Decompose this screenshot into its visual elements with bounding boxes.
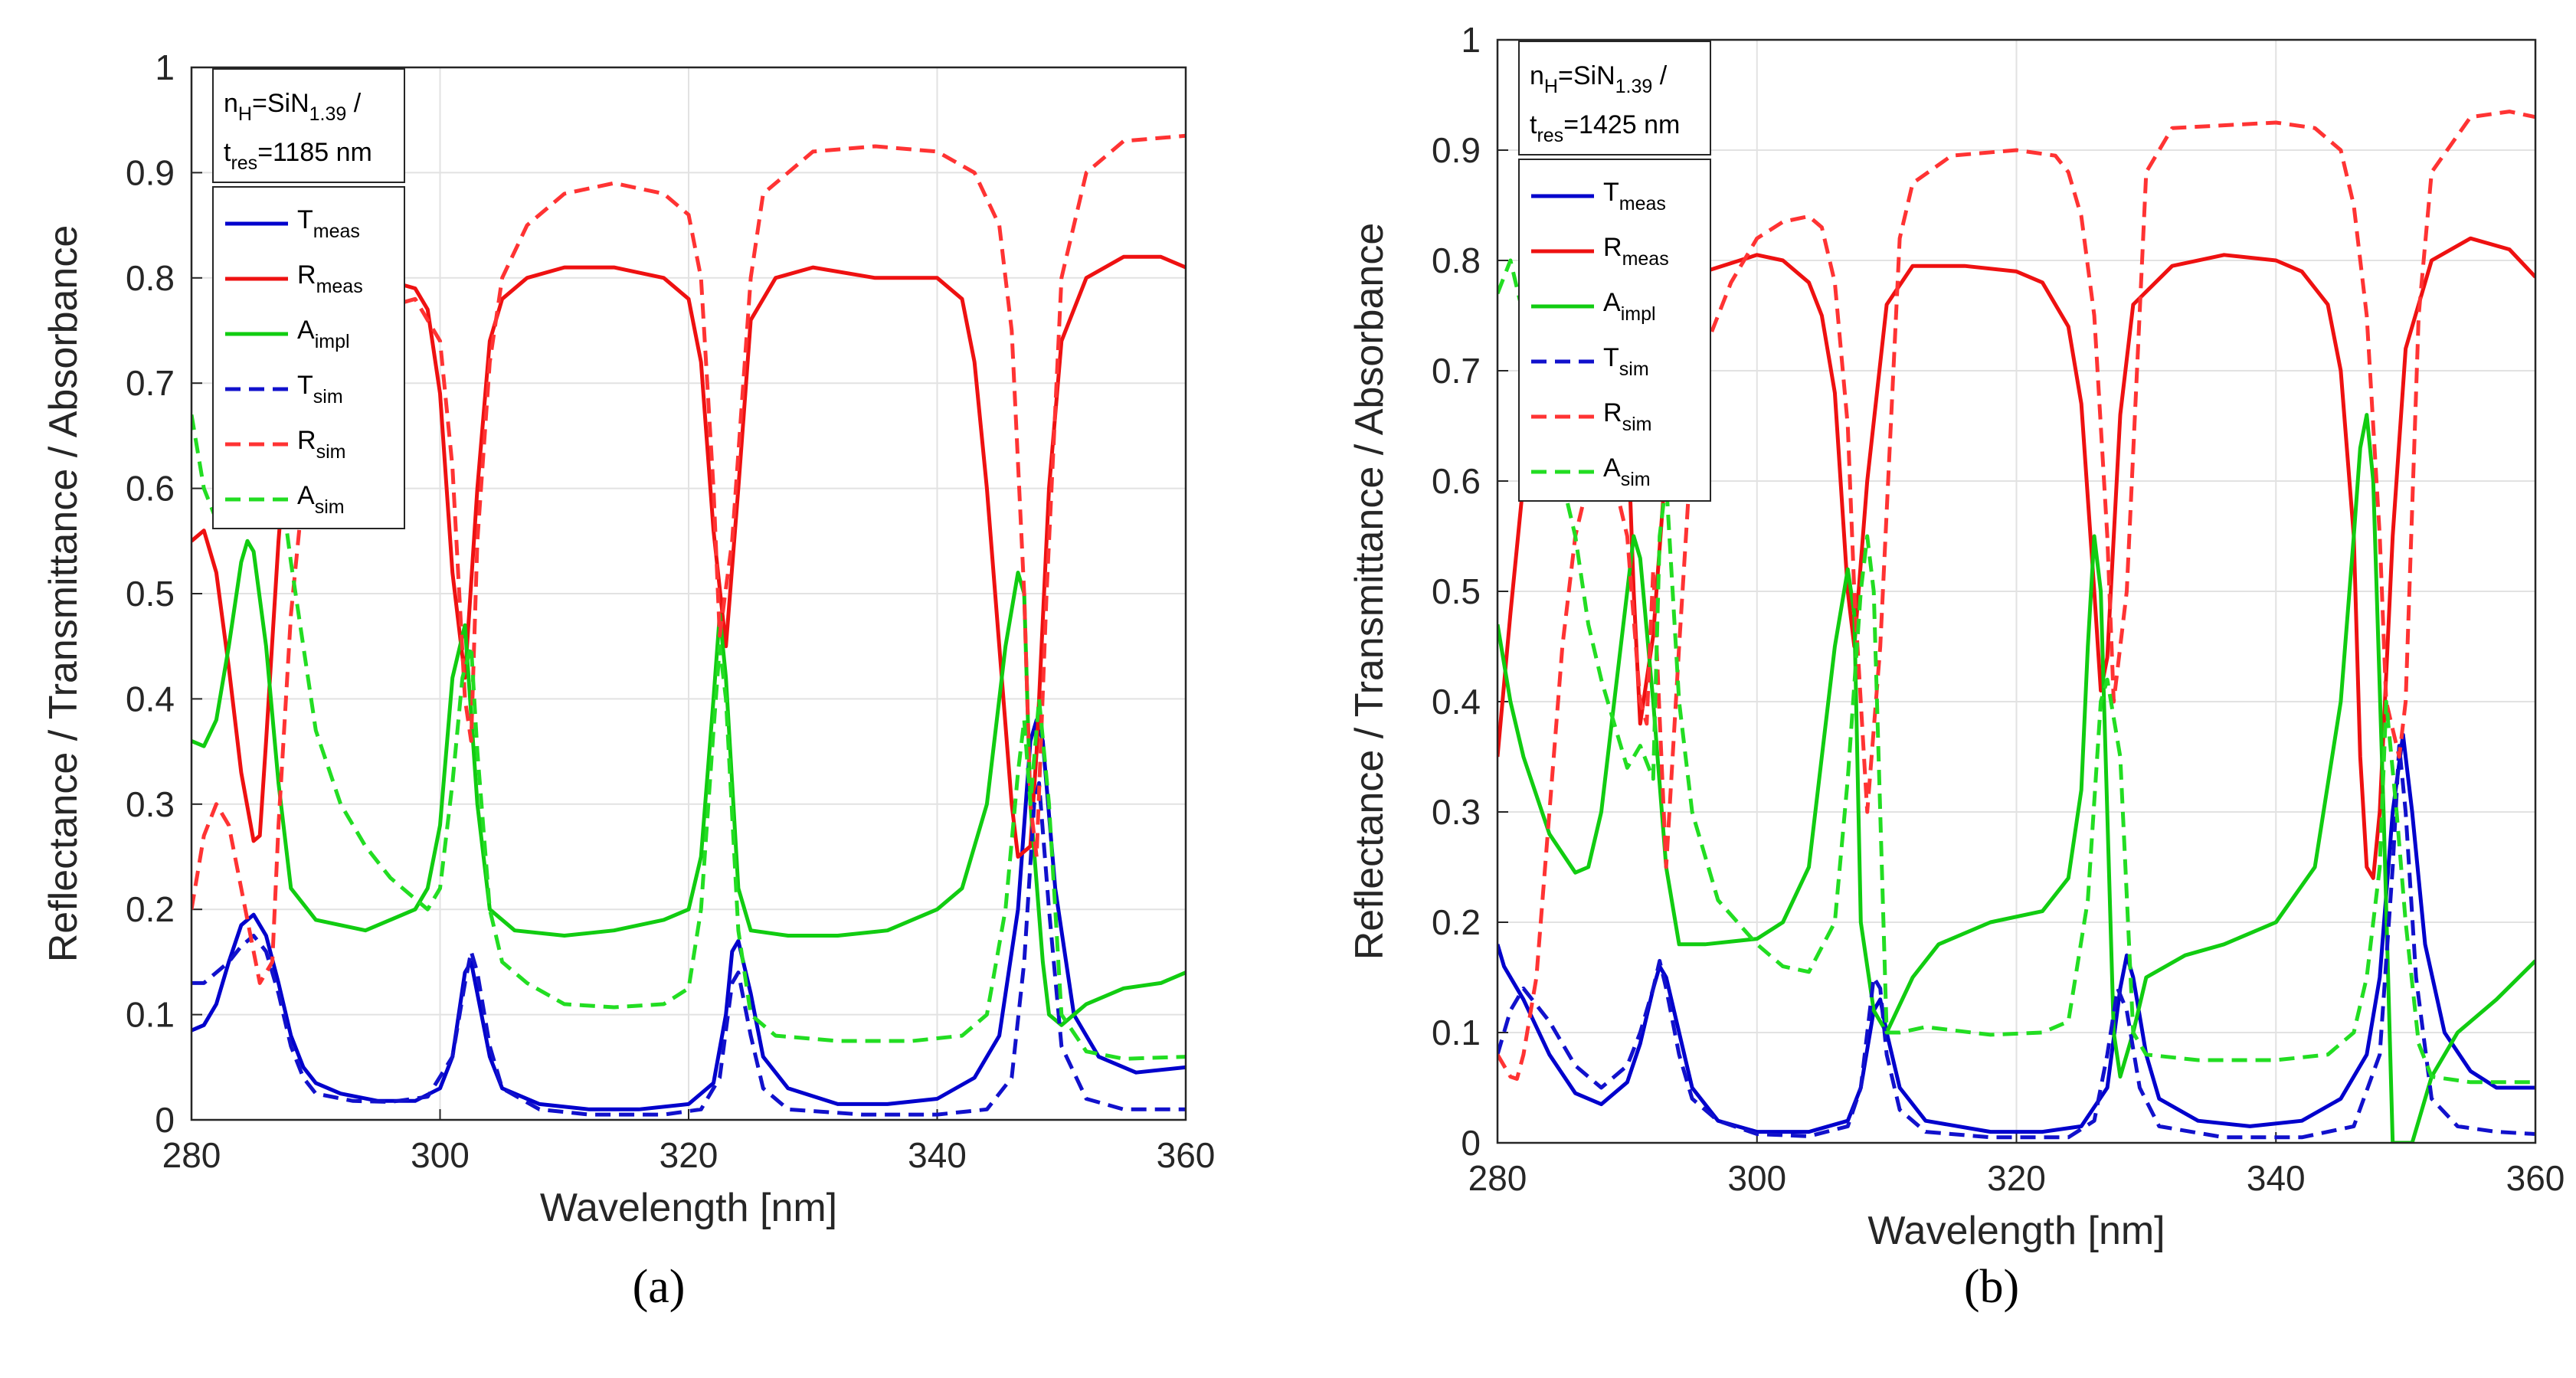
y-tick-label: 0.4	[126, 679, 175, 718]
legend-box	[1518, 159, 1711, 502]
series-line-r-sim	[191, 133, 1186, 985]
x-axis-label: Wavelength [nm]	[1867, 1209, 2165, 1253]
chart-panel-b: 280 300 320 340 360 0 0.1 0.2 0.3 0.4 0.5 0.6 0.7 0.8…	[1347, 20, 2565, 1253]
series-line-t-sim	[1497, 744, 2535, 1140]
legend-label-r-meas: Rmeas	[1603, 233, 1669, 270]
legend-label-t-meas: Tmeas	[297, 205, 360, 242]
y-tick-label: 0.8	[126, 258, 175, 298]
y-tick-label: 0.1	[1432, 1013, 1481, 1052]
panel-label-a: (a)	[633, 1261, 686, 1313]
legend-label-t-sim: Tsim	[1603, 343, 1649, 380]
legend-label-r-sim: Rsim	[297, 426, 345, 463]
series-line-t-meas	[191, 718, 1186, 1111]
y-tick-label: 0.2	[126, 889, 175, 929]
axes-box	[1496, 38, 2537, 1144]
legend-label-a-sim: Asim	[1603, 453, 1651, 490]
x-tick-label: 280	[162, 1135, 221, 1175]
y-tick-label: 1	[155, 47, 175, 87]
annotation-box	[212, 68, 405, 183]
annotation-line-2: tres=1185 nm	[224, 138, 372, 174]
y-tick-label: 0.8	[1432, 241, 1481, 280]
y-tick-label: 0.7	[1432, 351, 1481, 391]
y-tick-label: 0.9	[126, 152, 175, 192]
series-line-a-sim	[191, 412, 1186, 1061]
y-tick-label: 1	[1461, 20, 1481, 60]
axes-box	[190, 66, 1187, 1121]
x-tick-label: 360	[1157, 1135, 1216, 1175]
legend-label-a-impl: Aimpl	[1603, 288, 1656, 325]
legend-label-a-impl: Aimpl	[297, 316, 350, 352]
y-tick-label: 0.5	[1432, 571, 1481, 611]
annotation-line-1: nH=SiN1.39 /	[224, 89, 362, 125]
x-tick-label: 340	[2247, 1158, 2306, 1198]
y-tick-label: 0.5	[126, 574, 175, 614]
panel-label-b: (b)	[1964, 1261, 2019, 1313]
x-tick-label: 320	[1987, 1158, 2046, 1198]
y-tick-label: 0.6	[126, 469, 175, 509]
y-tick-label: 0.9	[1432, 130, 1481, 170]
x-tick-label: 300	[1727, 1158, 1786, 1198]
y-tick-label: 0.6	[1432, 461, 1481, 501]
annotation-line-2: tres=1425 nm	[1530, 110, 1680, 146]
y-tick-label: 0.3	[126, 784, 175, 824]
legend-label-t-meas: Tmeas	[1603, 178, 1666, 214]
legend-label-r-meas: Rmeas	[297, 260, 363, 297]
y-tick-label: 0.3	[1432, 792, 1481, 832]
legend-box	[212, 186, 405, 529]
annotation-box	[1518, 41, 1711, 155]
y-tick-label: 0.2	[1432, 902, 1481, 942]
x-tick-label: 280	[1468, 1158, 1527, 1198]
series-line-r-meas	[191, 254, 1186, 859]
y-tick-label: 0.7	[126, 363, 175, 403]
x-tick-label: 360	[2506, 1158, 2565, 1198]
y-tick-label: 0.1	[126, 995, 175, 1035]
y-tick-label: 0.4	[1432, 682, 1481, 722]
series-line-r-meas	[1497, 236, 2535, 880]
y-axis-label: Reflectance / Transmittance / Absorbance	[1347, 223, 1392, 961]
y-tick-label: 0	[155, 1100, 175, 1140]
legend-label-t-sim: Tsim	[297, 371, 343, 408]
series-group	[191, 133, 1186, 1117]
y-tick-label: 0	[1461, 1123, 1481, 1163]
series-line-a-impl	[1497, 413, 2535, 1143]
y-axis-label: Reflectance / Transmittance / Absorbance	[41, 225, 86, 963]
x-tick-label: 300	[411, 1135, 470, 1175]
chart-panel-a: 280 300 320 340 360 0 0.1 0.2 0.3 0.4 0.5 0.6 0.7 0.8…	[41, 47, 1215, 1230]
x-tick-label: 320	[660, 1135, 718, 1175]
x-tick-label: 340	[908, 1135, 967, 1175]
x-axis-label: Wavelength [nm]	[540, 1186, 837, 1230]
series-line-t-sim	[191, 781, 1186, 1117]
series-line-a-sim	[1497, 258, 2535, 1085]
legend-label-r-sim: Rsim	[1603, 398, 1651, 435]
annotation-line-1: nH=SiN1.39 /	[1530, 61, 1668, 97]
legend-label-a-sim: Asim	[297, 481, 345, 518]
